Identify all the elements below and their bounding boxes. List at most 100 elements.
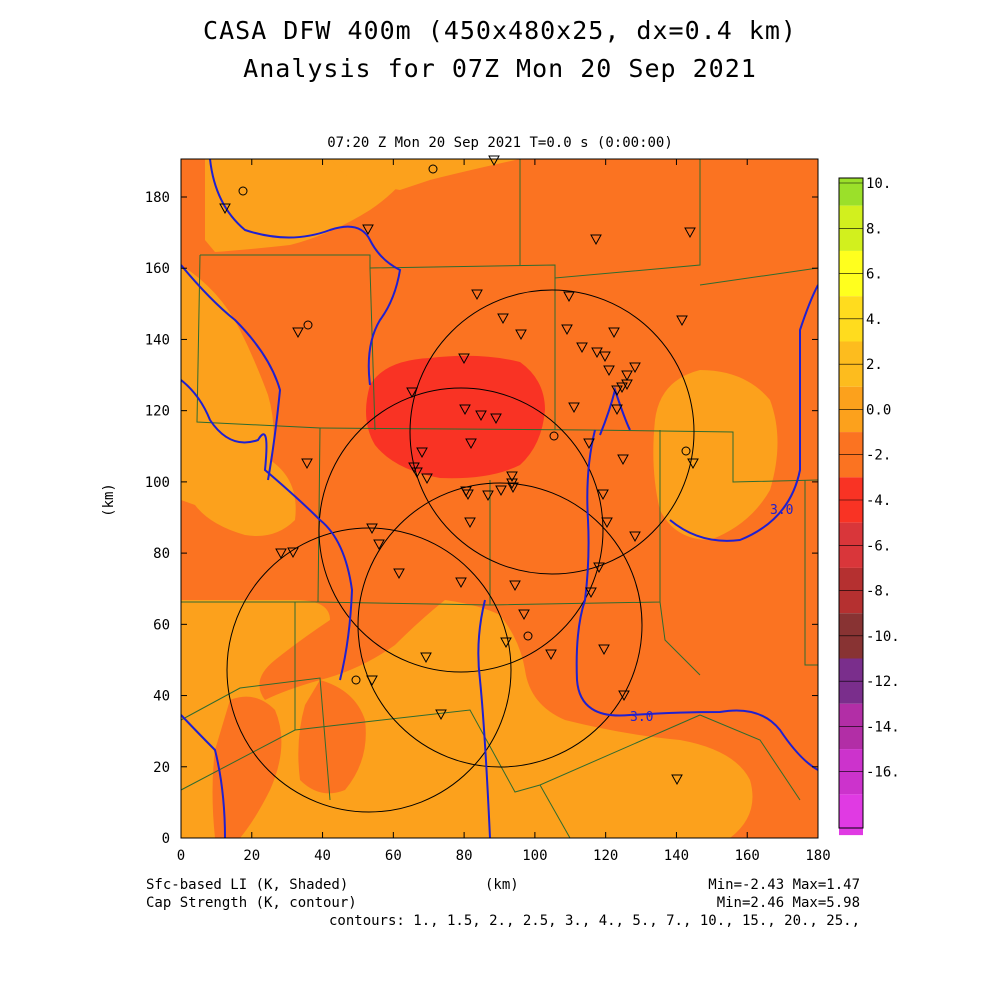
- station-triangle: [500, 637, 512, 649]
- colorbar-label: -8.: [866, 584, 891, 600]
- colorbar-label: -14.: [866, 719, 900, 735]
- y-tick-label: 0: [162, 831, 170, 847]
- x-tick-label: 120: [593, 848, 618, 864]
- shade-red-region: [366, 355, 545, 479]
- x-tick-label: 100: [522, 848, 547, 864]
- y-tick-label: 80: [153, 546, 170, 562]
- station-triangle: [676, 315, 688, 327]
- station-triangle: [465, 438, 477, 450]
- station-triangle: [393, 568, 405, 580]
- contour-label-1: 3.0: [770, 503, 793, 518]
- station-triangle: [563, 291, 575, 303]
- station-triangle: [507, 482, 519, 494]
- station-triangle: [366, 675, 378, 687]
- radar-ring-2: [318, 387, 604, 673]
- shade-pocket-south-2: [298, 680, 366, 794]
- colorbar-label: 4.: [866, 312, 883, 328]
- shade-region-n: [330, 159, 520, 190]
- colorbar-label: 0.0: [866, 402, 891, 418]
- colorbar-label: 6.: [866, 267, 883, 283]
- x-tick-label: 80: [456, 848, 473, 864]
- colorbar-label: -10.: [866, 629, 900, 645]
- cap-strength-contours: [181, 159, 818, 838]
- station-triangle: [629, 531, 641, 543]
- station-triangle: [464, 517, 476, 529]
- colorbar: 10. 8. 6. 4. 2. 0.0 -2. -4. -6. -8. -10. -12. -14. -1…: [838, 176, 900, 836]
- shaded-field: [181, 159, 818, 838]
- station-triangle: [462, 489, 474, 501]
- station-triangle: [497, 313, 509, 325]
- station-triangle: [568, 402, 580, 414]
- colorbar-swatch: [839, 794, 863, 836]
- footer-minmax2: Min=2.46 Max=5.98: [716, 895, 860, 911]
- colorbar-frame: [838, 177, 864, 829]
- y-tick-label: 180: [145, 190, 170, 206]
- colorbar-label: -6.: [866, 538, 891, 554]
- station-pentagon: [238, 186, 248, 196]
- station-triangle: [617, 454, 629, 466]
- station-triangle: [601, 517, 613, 529]
- station-triangle: [435, 709, 447, 721]
- station-triangle: [611, 404, 623, 416]
- contour-label-2: 3.0: [630, 710, 653, 725]
- x-tick-label: 140: [664, 848, 689, 864]
- radar-ring-1: [409, 289, 695, 575]
- station-triangle: [618, 690, 630, 702]
- station-triangle: [362, 224, 374, 236]
- station-triangle: [420, 652, 432, 664]
- colorbar-label: -12.: [866, 674, 900, 690]
- station-triangle: [576, 342, 588, 354]
- y-tick-label: 20: [153, 760, 170, 776]
- station-triangle: [608, 327, 620, 339]
- y-tick-label: 140: [145, 332, 170, 348]
- y-tick-label: 160: [145, 261, 170, 277]
- footer-contours: contours: 1., 1.5, 2., 2.5, 3., 4., 5., …: [328, 913, 860, 929]
- footer-minmax1: Min=-2.43 Max=1.47: [708, 877, 860, 893]
- x-tick-label: 60: [385, 848, 402, 864]
- colorbar-label: -2.: [866, 448, 891, 464]
- station-triangle: [459, 404, 471, 416]
- y-tick-label: 100: [145, 475, 170, 491]
- station-triangle: [455, 577, 467, 589]
- station-triangle: [495, 485, 507, 497]
- station-pentagon: [549, 431, 559, 441]
- x-tick-label: 160: [735, 848, 760, 864]
- station-triangle: [561, 324, 573, 336]
- station-triangle: [406, 387, 418, 399]
- colorbar-label: 8.: [866, 221, 883, 237]
- station-triangle: [482, 490, 494, 502]
- shade-region-e: [653, 370, 778, 540]
- station-triangle: [421, 473, 433, 485]
- figure-title: CASA DFW 400m (450x480x25, dx=0.4 km): [203, 16, 797, 45]
- station-triangle: [490, 413, 502, 425]
- station-triangle: [471, 289, 483, 301]
- station-triangle: [590, 234, 602, 246]
- station-pentagon: [428, 164, 438, 174]
- footer-field2: Cap Strength (K, contour): [146, 895, 357, 911]
- x-tick-label: 40: [314, 848, 331, 864]
- shade-pocket-south-1: [212, 696, 282, 838]
- y-tick-label: 40: [153, 689, 170, 705]
- station-triangle: [518, 609, 530, 621]
- colorbar-label: -4.: [866, 493, 891, 509]
- station-triangle: [591, 347, 603, 359]
- x-axis: 0 20 40 60 80 100 120 140 160 180: [177, 159, 831, 864]
- radar-range-rings: [226, 289, 695, 813]
- figure-subtitle: Analysis for 07Z Mon 20 Sep 2021: [243, 54, 757, 83]
- station-triangle: [684, 227, 696, 239]
- radar-ring-3: [357, 482, 643, 768]
- y-tick-label: 120: [145, 404, 170, 420]
- station-triangle: [598, 644, 610, 656]
- x-tick-label: 20: [243, 848, 260, 864]
- station-triangle: [597, 489, 609, 501]
- station-triangle: [629, 362, 641, 374]
- station-triangle: [583, 438, 595, 450]
- colorbar-label: 10.: [866, 176, 891, 192]
- station-pentagon: [351, 675, 361, 685]
- colorbar-swatch: [839, 178, 863, 206]
- station-triangle: [599, 351, 611, 363]
- x-tick-label: 180: [805, 848, 830, 864]
- station-triangle: [458, 353, 470, 365]
- colorbar-label: -16.: [866, 765, 900, 781]
